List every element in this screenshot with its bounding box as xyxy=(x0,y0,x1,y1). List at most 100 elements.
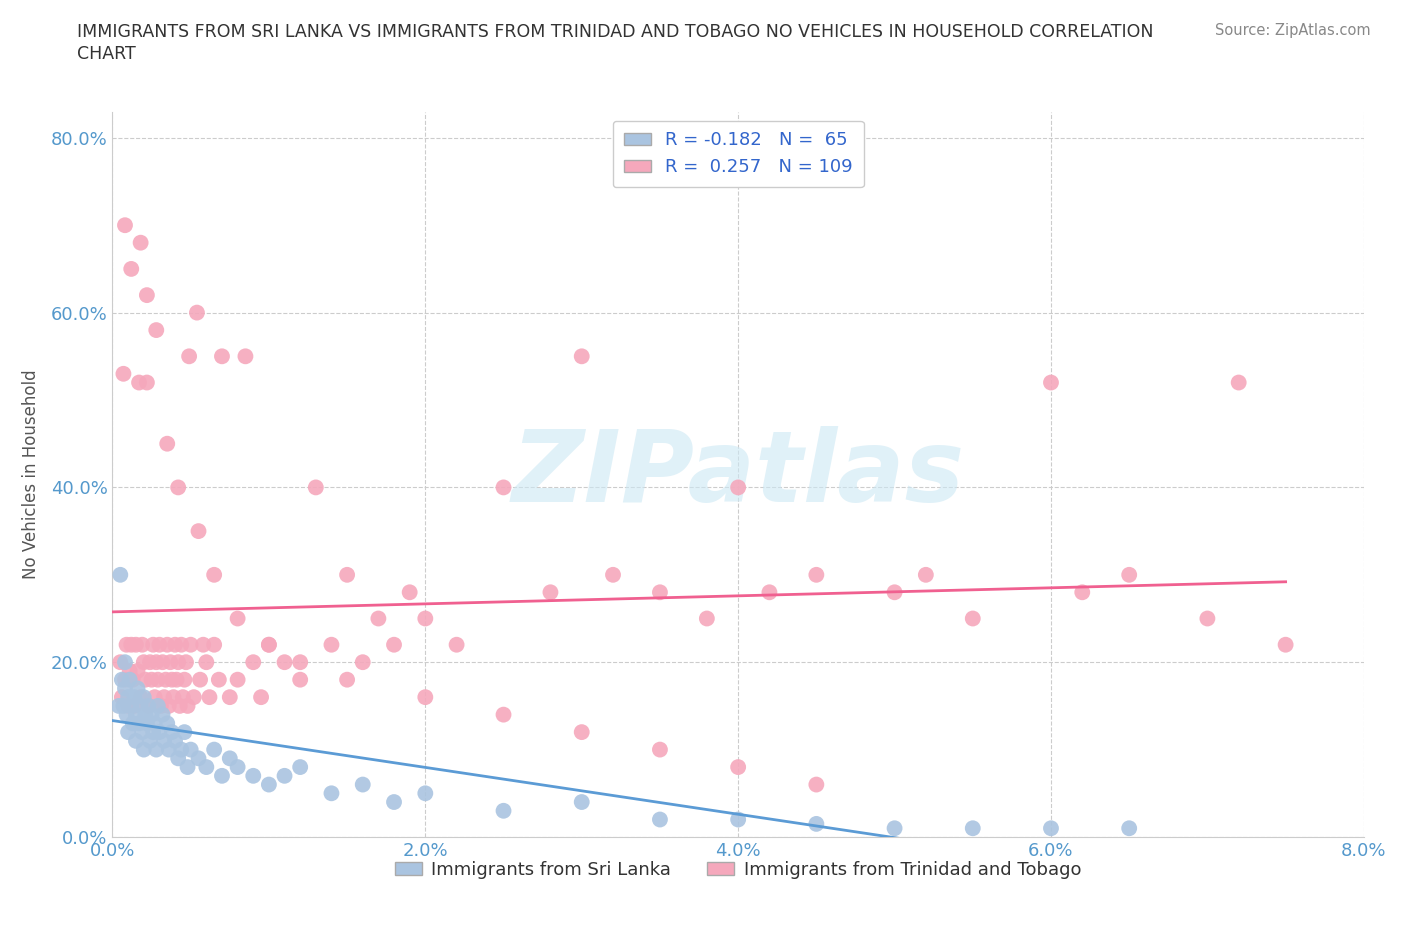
Point xyxy=(321,637,343,652)
Point xyxy=(145,655,167,670)
Point xyxy=(290,672,312,687)
Point xyxy=(492,707,515,722)
Point xyxy=(115,707,138,722)
Point xyxy=(1197,611,1219,626)
Point xyxy=(114,681,136,696)
Point xyxy=(111,690,134,705)
Point xyxy=(149,698,172,713)
Point xyxy=(290,760,312,775)
Point xyxy=(148,637,170,652)
Point xyxy=(173,672,195,687)
Point xyxy=(188,672,211,687)
Point xyxy=(257,637,280,652)
Point xyxy=(290,655,312,670)
Point xyxy=(202,567,225,582)
Text: ZIPatlas: ZIPatlas xyxy=(512,426,965,523)
Point xyxy=(413,786,436,801)
Point xyxy=(242,768,264,783)
Point xyxy=(413,611,436,626)
Point xyxy=(143,690,166,705)
Point xyxy=(915,567,938,582)
Point xyxy=(163,734,186,749)
Point xyxy=(124,690,146,705)
Point xyxy=(159,655,181,670)
Point xyxy=(180,637,202,652)
Point xyxy=(132,742,155,757)
Point xyxy=(1071,585,1094,600)
Point xyxy=(125,707,148,722)
Point xyxy=(139,655,162,670)
Point xyxy=(125,734,148,749)
Text: IMMIGRANTS FROM SRI LANKA VS IMMIGRANTS FROM TRINIDAD AND TOBAGO NO VEHICLES IN : IMMIGRANTS FROM SRI LANKA VS IMMIGRANTS … xyxy=(77,23,1154,41)
Point xyxy=(135,716,157,731)
Point xyxy=(962,611,984,626)
Point xyxy=(176,760,198,775)
Point xyxy=(127,663,149,678)
Point xyxy=(492,480,515,495)
Point xyxy=(758,585,780,600)
Point xyxy=(176,698,198,713)
Point xyxy=(218,690,240,705)
Point xyxy=(648,585,671,600)
Point xyxy=(1039,821,1063,836)
Point xyxy=(571,724,593,739)
Point xyxy=(156,637,179,652)
Point xyxy=(173,724,195,739)
Point xyxy=(226,760,249,775)
Point xyxy=(413,690,436,705)
Point xyxy=(117,724,139,739)
Text: Source: ZipAtlas.com: Source: ZipAtlas.com xyxy=(1215,23,1371,38)
Point xyxy=(127,681,149,696)
Point xyxy=(169,698,191,713)
Point xyxy=(163,637,186,652)
Point xyxy=(202,742,225,757)
Point xyxy=(128,716,150,731)
Point xyxy=(806,567,828,582)
Point xyxy=(135,375,157,390)
Point xyxy=(538,585,561,600)
Point xyxy=(138,698,160,713)
Point xyxy=(195,655,218,670)
Point xyxy=(179,349,201,364)
Point xyxy=(883,585,905,600)
Point xyxy=(571,794,593,809)
Point xyxy=(198,690,221,705)
Point xyxy=(167,751,190,765)
Point xyxy=(139,734,162,749)
Point xyxy=(160,672,183,687)
Point xyxy=(727,760,749,775)
Point xyxy=(131,724,153,739)
Point xyxy=(121,672,143,687)
Point xyxy=(156,716,179,731)
Point xyxy=(172,690,194,705)
Point xyxy=(129,698,152,713)
Point xyxy=(187,524,209,538)
Point xyxy=(152,707,174,722)
Point xyxy=(187,751,209,765)
Point xyxy=(132,690,155,705)
Point xyxy=(146,672,169,687)
Point xyxy=(141,672,163,687)
Point xyxy=(367,611,389,626)
Point xyxy=(226,672,249,687)
Point xyxy=(115,637,138,652)
Point xyxy=(162,690,184,705)
Point xyxy=(352,655,374,670)
Point xyxy=(218,751,240,765)
Point xyxy=(120,261,142,276)
Point xyxy=(305,480,328,495)
Point xyxy=(157,698,180,713)
Point xyxy=(107,698,129,713)
Point xyxy=(129,235,152,250)
Point xyxy=(257,777,280,792)
Point xyxy=(131,637,153,652)
Point xyxy=(156,436,179,451)
Point xyxy=(195,760,218,775)
Point xyxy=(273,655,295,670)
Point xyxy=(883,821,905,836)
Point xyxy=(121,716,143,731)
Point xyxy=(143,716,166,731)
Point xyxy=(134,707,156,722)
Point xyxy=(167,655,190,670)
Point xyxy=(146,698,169,713)
